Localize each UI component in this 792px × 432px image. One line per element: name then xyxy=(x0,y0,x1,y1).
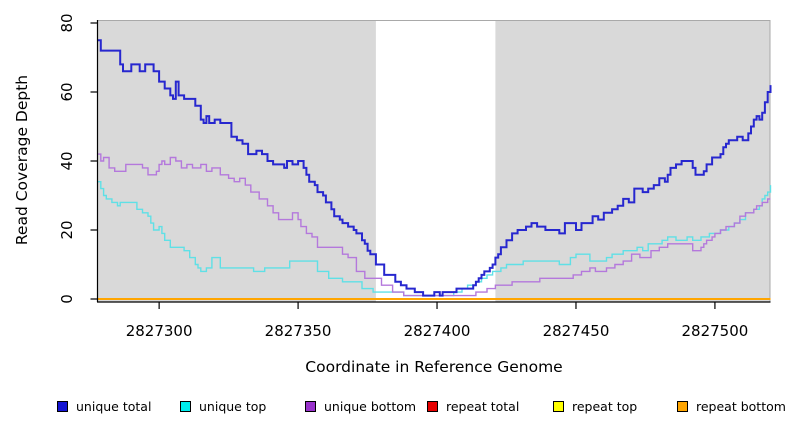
y-tick-label: 40 xyxy=(58,151,76,170)
series-unique-total xyxy=(98,39,772,297)
x-tick-label: 2827300 xyxy=(126,322,193,340)
panel-border xyxy=(98,20,771,302)
legend-item-unique-bottom: unique bottom xyxy=(305,398,416,414)
x-tick-label: 2827500 xyxy=(682,322,749,340)
unique-total-swatch-icon xyxy=(57,400,68,412)
legend-item-unique-top: unique top xyxy=(180,398,266,414)
x-tick-label: 2827350 xyxy=(265,322,332,340)
legend-item-repeat-total: repeat total xyxy=(427,398,519,414)
y-tick-label: 20 xyxy=(58,220,76,239)
repeat-bottom-swatch-icon xyxy=(677,400,688,412)
series-unique-bottom xyxy=(98,153,771,297)
legend-label: unique total xyxy=(76,398,152,414)
y-axis-title: Read Coverage Depth xyxy=(13,75,31,245)
legend-item-repeat-bottom: repeat bottom xyxy=(677,398,786,414)
x-axis-title: Coordinate in Reference Genome xyxy=(305,358,562,376)
repeat-top-swatch-icon xyxy=(553,400,564,412)
highlight-band xyxy=(375,20,496,302)
legend-item-unique-total: unique total xyxy=(57,398,151,414)
legend-label: unique bottom xyxy=(324,398,417,414)
legend-label: unique top xyxy=(199,398,267,414)
plot-canvas: 2827300 2827350 2827400 2827450 2827500 0 20 40… xyxy=(13,13,772,376)
unique-top-swatch-icon xyxy=(180,400,191,412)
y-tick-label: 60 xyxy=(58,82,76,101)
unique-bottom-swatch-icon xyxy=(305,400,316,412)
y-tick-label: 80 xyxy=(58,13,76,32)
legend-label: repeat total xyxy=(446,398,520,414)
legend-label: repeat top xyxy=(572,398,638,414)
legend-label: repeat bottom xyxy=(696,398,786,414)
legend-item-repeat-top: repeat top xyxy=(553,398,637,414)
y-tick-label: 0 xyxy=(58,294,76,304)
x-tick-label: 2827450 xyxy=(543,322,610,340)
repeat-total-swatch-icon xyxy=(427,400,438,412)
series-unique-top xyxy=(98,181,772,297)
x-tick-label: 2827400 xyxy=(404,322,471,340)
